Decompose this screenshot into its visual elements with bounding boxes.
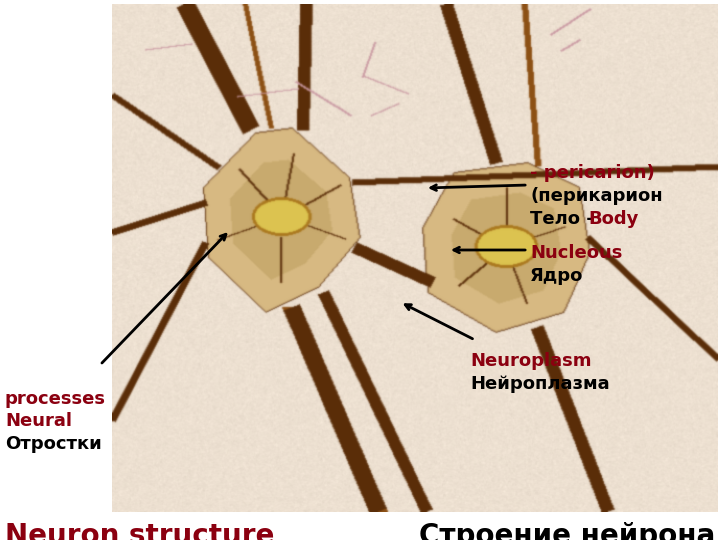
Text: - pericarion): - pericarion) [530,164,654,182]
Text: Neuron structure: Neuron structure [5,522,274,540]
Text: Neural: Neural [5,412,72,430]
Text: Нейроплазма: Нейроплазма [470,375,610,393]
Text: Отростки: Отростки [5,435,102,453]
Text: Nucleous: Nucleous [530,244,622,262]
Text: Body: Body [588,210,639,228]
Text: Строение нейрона: Строение нейрона [419,522,715,540]
Text: (перикарион: (перикарион [530,187,662,205]
Text: Тело -: Тело - [530,210,600,228]
Text: Ядро: Ядро [530,267,583,285]
Text: processes: processes [5,390,106,408]
Text: Neuroplasm: Neuroplasm [470,352,592,370]
